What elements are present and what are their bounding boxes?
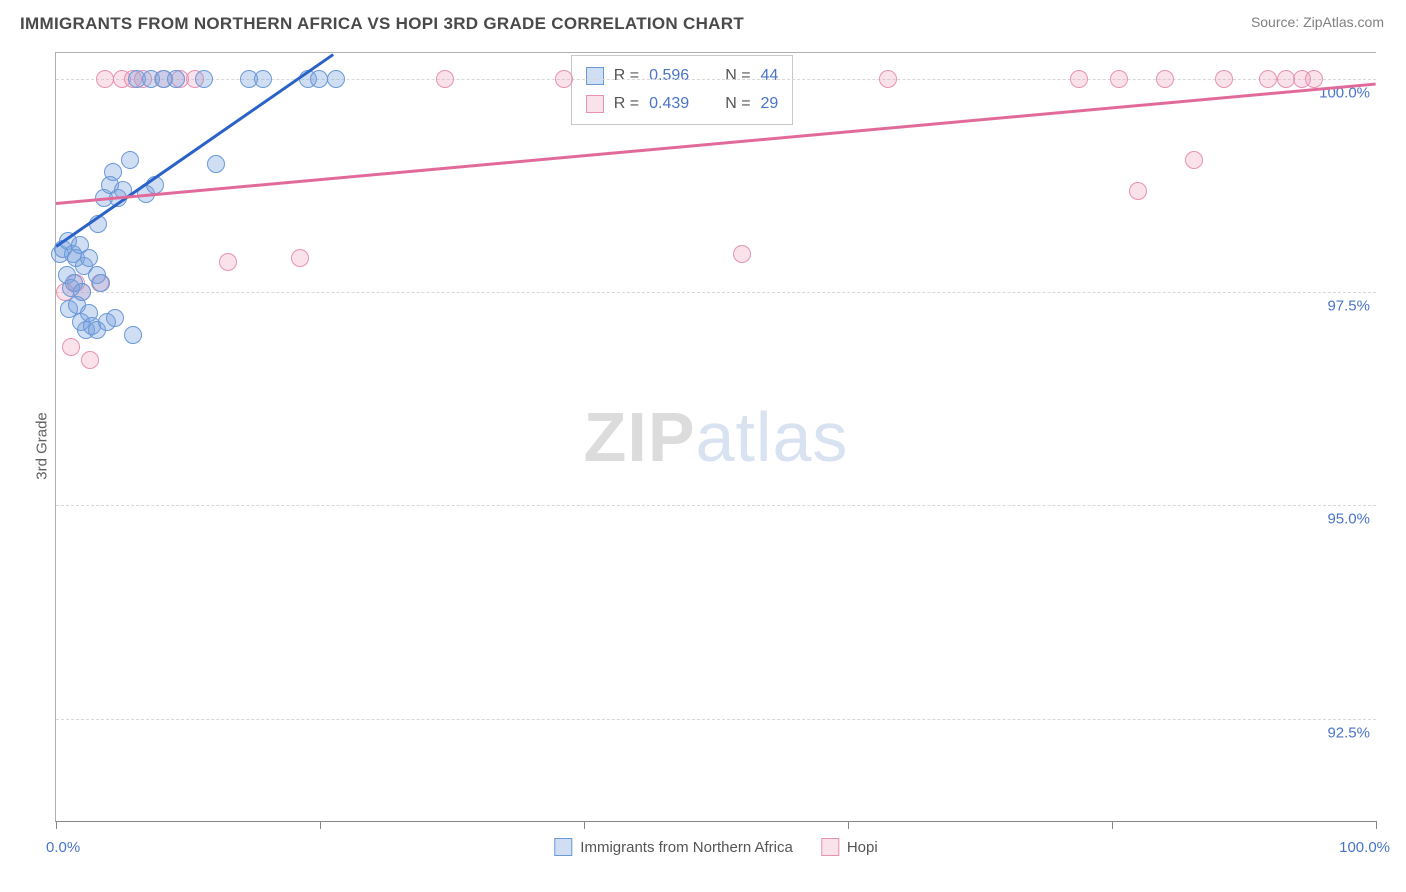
y-tick-label: 92.5% (1327, 724, 1370, 741)
data-point (327, 70, 345, 88)
legend-label-a: Immigrants from Northern Africa (580, 839, 793, 856)
y-tick-label: 97.5% (1327, 297, 1370, 314)
data-point (733, 245, 751, 263)
x-tick (1376, 821, 1377, 829)
data-point (291, 249, 309, 267)
stat-r-label: R = (614, 67, 639, 85)
data-point (124, 326, 142, 344)
stat-swatch (586, 67, 604, 85)
data-point (436, 70, 454, 88)
data-point (106, 309, 124, 327)
stat-n-value: 29 (761, 95, 779, 113)
data-point (1185, 151, 1203, 169)
data-point (1110, 70, 1128, 88)
watermark-atlas: atlas (696, 398, 849, 476)
stat-r-value: 0.596 (649, 67, 689, 85)
data-point (104, 163, 122, 181)
x-axis-min-label: 0.0% (46, 839, 80, 856)
stat-n-label: N = (725, 67, 750, 85)
gridline (56, 292, 1376, 293)
source-prefix: Source: (1251, 14, 1303, 30)
data-point (92, 274, 110, 292)
data-point (195, 70, 213, 88)
x-tick (1112, 821, 1113, 829)
stat-r-label: R = (614, 95, 639, 113)
legend-swatch-b (821, 838, 839, 856)
source-attribution: Source: ZipAtlas.com (1251, 14, 1384, 30)
data-point (81, 351, 99, 369)
x-tick (584, 821, 585, 829)
data-point (207, 155, 225, 173)
legend-item-series-a: Immigrants from Northern Africa (554, 838, 793, 856)
stat-swatch (586, 95, 604, 113)
stat-r-value: 0.439 (649, 95, 689, 113)
data-point (1215, 70, 1233, 88)
stat-row: R = 0.439 N = 29 (586, 90, 779, 118)
gridline (56, 719, 1376, 720)
stat-n-label: N = (725, 95, 750, 113)
data-point (219, 253, 237, 271)
y-tick-label: 95.0% (1327, 511, 1370, 528)
data-point (1129, 182, 1147, 200)
chart-title: IMMIGRANTS FROM NORTHERN AFRICA VS HOPI … (20, 14, 744, 34)
data-point (121, 151, 139, 169)
data-point (1156, 70, 1174, 88)
watermark: ZIPatlas (584, 397, 849, 477)
data-point (62, 338, 80, 356)
legend-swatch-a (554, 838, 572, 856)
data-point (1305, 70, 1323, 88)
correlation-stat-box: R = 0.596 N = 44 R = 0.439 N = 29 (571, 55, 794, 125)
data-point (555, 70, 573, 88)
stat-n-value: 44 (761, 67, 779, 85)
legend-label-b: Hopi (847, 839, 878, 856)
data-point (73, 283, 91, 301)
x-tick (848, 821, 849, 829)
data-point (310, 70, 328, 88)
data-point (254, 70, 272, 88)
legend-item-series-b: Hopi (821, 838, 878, 856)
x-tick (56, 821, 57, 829)
plot-area: ZIPatlas R = 0.596 N = 44 R = 0.439 N = 29… (55, 52, 1376, 822)
watermark-zip: ZIP (584, 398, 696, 476)
data-point (1070, 70, 1088, 88)
stat-row: R = 0.596 N = 44 (586, 62, 779, 90)
gridline (56, 505, 1376, 506)
data-point (879, 70, 897, 88)
data-point (167, 70, 185, 88)
legend: Immigrants from Northern Africa Hopi (554, 838, 877, 856)
data-point (1259, 70, 1277, 88)
data-point (96, 70, 114, 88)
source-link[interactable]: ZipAtlas.com (1303, 14, 1384, 30)
x-tick (320, 821, 321, 829)
x-axis-max-label: 100.0% (1339, 839, 1390, 856)
y-axis-label: 3rd Grade (33, 412, 50, 480)
data-point (80, 249, 98, 267)
